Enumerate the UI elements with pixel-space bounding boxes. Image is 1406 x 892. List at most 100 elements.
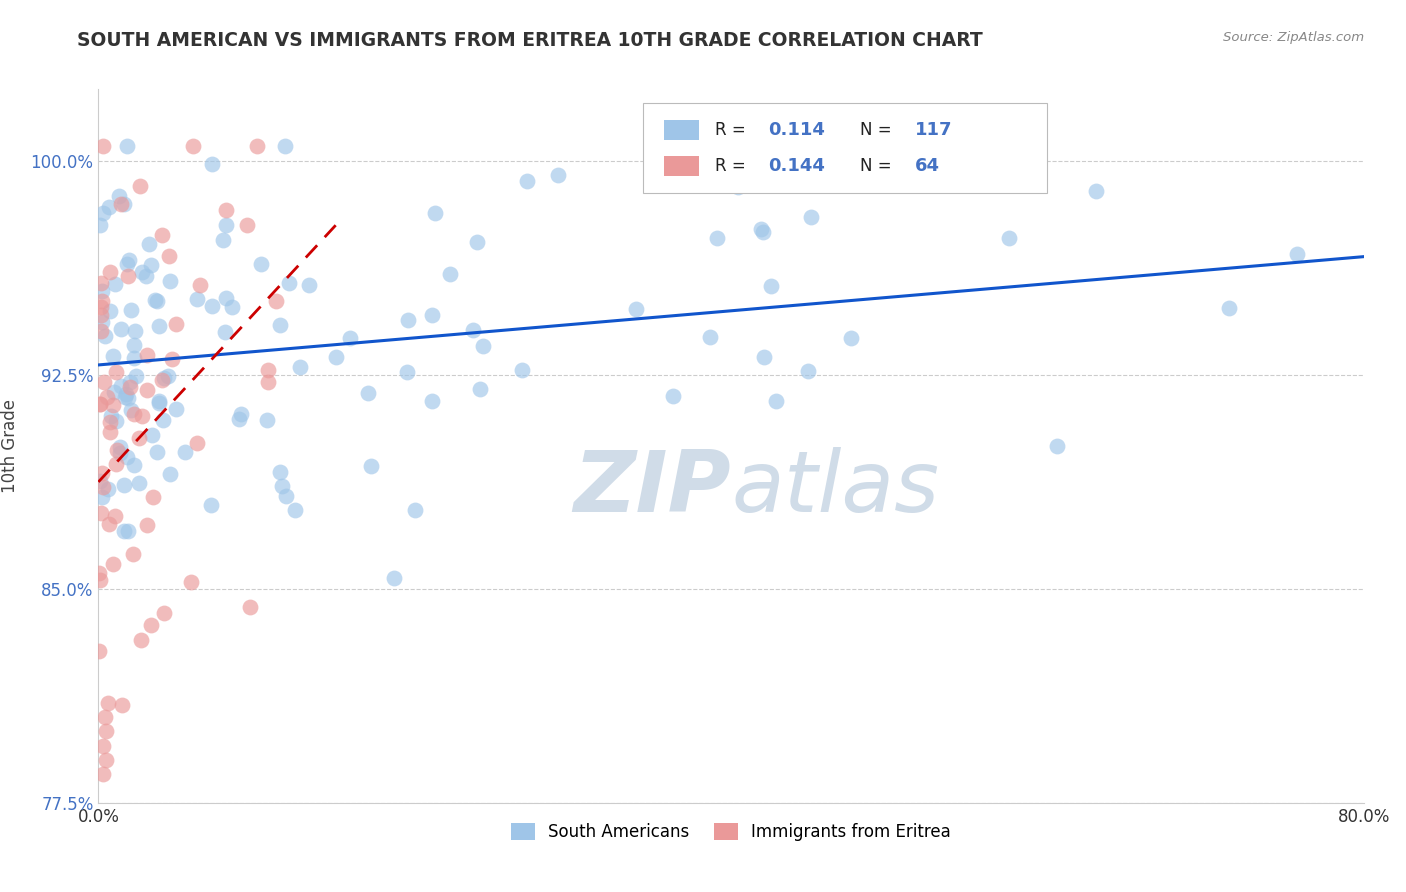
Point (153, 606, 176, 620)
Point (114, 386, 136, 401)
Point (290, 360, 312, 375)
Point (256, 413, 278, 427)
Point (117, 268, 139, 283)
Point (143, 293, 166, 307)
Point (188, 278, 211, 293)
Point (138, 237, 160, 252)
Point (91, 284, 114, 298)
Point (97, 482, 120, 496)
Point (118, 252, 141, 267)
Point (96, 753, 118, 767)
Text: R =: R = (714, 157, 751, 175)
Point (136, 518, 159, 533)
Point (239, 600, 262, 615)
Point (201, 156, 224, 170)
Point (150, 227, 173, 242)
Text: SOUTH AMERICAN VS IMMIGRANTS FROM ERITREA 10TH GRADE CORRELATION CHART: SOUTH AMERICAN VS IMMIGRANTS FROM ERITRE… (77, 31, 983, 50)
Point (269, 318, 291, 332)
Point (420, 309, 443, 323)
Point (186, 436, 208, 450)
Point (114, 390, 136, 404)
Point (90, 276, 112, 290)
Point (998, 231, 1021, 245)
Point (112, 478, 135, 492)
Point (122, 458, 145, 472)
Point (181, 139, 204, 153)
Point (122, 338, 145, 352)
Point (461, 323, 484, 337)
Point (89, 574, 111, 588)
Point (98, 304, 121, 318)
Point (94, 329, 117, 343)
Point (547, 168, 569, 182)
Point (749, 222, 772, 236)
Point (229, 407, 252, 421)
Point (91, 139, 114, 153)
Point (422, 393, 444, 408)
Point (246, 139, 269, 153)
Point (797, 364, 820, 378)
Point (89, 218, 111, 232)
Point (90, 467, 112, 481)
Point (100, 409, 122, 424)
Point (150, 373, 173, 387)
Point (121, 547, 143, 561)
Point (141, 618, 163, 632)
Point (103, 349, 125, 363)
Point (404, 502, 426, 516)
Point (214, 325, 236, 339)
Point (91, 294, 114, 309)
Point (162, 351, 184, 366)
Point (89, 474, 111, 488)
Point (103, 277, 125, 291)
Point (128, 476, 150, 491)
Text: atlas: atlas (731, 447, 939, 531)
Point (120, 403, 142, 417)
Point (90, 300, 112, 314)
Point (470, 382, 492, 396)
Point (111, 698, 134, 712)
Point (124, 324, 146, 338)
Point (91, 315, 114, 329)
Point (89, 397, 111, 411)
Y-axis label: 10th Grade: 10th Grade (1, 399, 20, 493)
Point (235, 219, 257, 233)
Text: 117: 117 (914, 121, 952, 139)
Point (765, 393, 787, 408)
Point (624, 302, 647, 317)
Legend: South Americans, Immigrants from Eritrea: South Americans, Immigrants from Eritrea (505, 816, 957, 848)
Point (98, 415, 121, 429)
Text: N =: N = (860, 157, 897, 175)
Point (727, 180, 749, 194)
Point (200, 498, 222, 512)
Text: 0.114: 0.114 (768, 121, 825, 139)
Point (128, 431, 150, 445)
Point (274, 139, 297, 153)
Point (264, 293, 287, 308)
Point (159, 467, 181, 482)
Point (118, 380, 141, 394)
Point (156, 369, 179, 384)
Point (122, 407, 145, 421)
Point (439, 267, 461, 281)
FancyBboxPatch shape (643, 103, 1047, 193)
Text: ZIP: ZIP (574, 447, 731, 531)
Point (97, 517, 120, 532)
Point (284, 502, 307, 516)
Point (360, 459, 382, 474)
Point (89, 566, 111, 581)
Point (129, 632, 152, 647)
Point (165, 317, 187, 331)
Point (165, 402, 187, 417)
Point (1218, 301, 1240, 315)
Point (1045, 439, 1067, 453)
Point (221, 300, 243, 314)
Point (180, 574, 202, 589)
Point (110, 197, 132, 211)
Point (117, 524, 139, 539)
Point (157, 249, 180, 263)
Point (201, 299, 224, 313)
Point (142, 491, 165, 505)
Point (228, 412, 250, 426)
Point (104, 509, 127, 524)
